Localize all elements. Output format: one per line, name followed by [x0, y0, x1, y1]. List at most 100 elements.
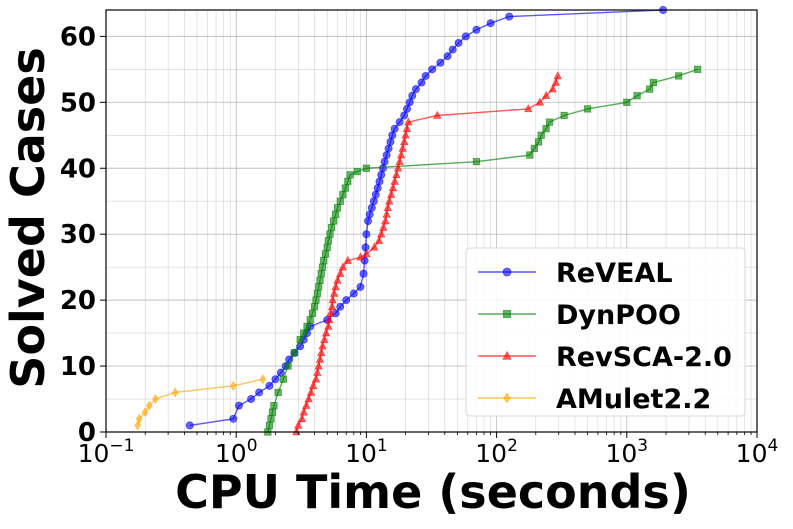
data-point [171, 387, 179, 398]
data-point [388, 131, 397, 140]
data-point [318, 341, 327, 350]
data-point [324, 321, 333, 330]
data-point [486, 19, 495, 28]
data-point [279, 375, 287, 383]
data-point [336, 302, 345, 311]
data-point [381, 216, 390, 225]
data-point [402, 123, 412, 132]
data-point [382, 151, 391, 160]
data-point [341, 184, 350, 192]
data-point [316, 348, 326, 357]
data-point [343, 255, 353, 264]
data-point [551, 77, 561, 86]
data-point [560, 111, 568, 120]
data-point [327, 301, 337, 310]
data-point [583, 105, 592, 113]
legend-label: AMulet2.2 [556, 384, 711, 415]
data-point [399, 137, 409, 146]
data-point [362, 249, 371, 258]
data-point [342, 296, 351, 305]
x-tick-label: 101 [345, 436, 388, 468]
data-point [234, 401, 243, 410]
data-point [308, 309, 317, 317]
data-point [297, 413, 307, 423]
x-tick-label: 103 [605, 436, 648, 468]
data-point [303, 322, 311, 331]
data-point [362, 230, 371, 239]
data-point [329, 217, 338, 225]
data-point [395, 118, 404, 127]
data-point [417, 78, 426, 87]
data-point [408, 91, 417, 100]
data-point [318, 263, 327, 271]
data-point [310, 303, 319, 311]
data-point [271, 375, 280, 384]
data-point [534, 138, 543, 146]
legend: ReVEAL DynPOO RevSCA-2.0 AMulet2.2 [465, 247, 746, 417]
data-point [327, 223, 336, 232]
data-point [454, 38, 463, 47]
data-point [152, 393, 159, 405]
data-point [390, 176, 399, 185]
data-point [361, 243, 370, 252]
data-point [359, 269, 368, 278]
data-point [326, 308, 335, 317]
data-point [296, 336, 304, 344]
x-axis-title: CPU Time (seconds) [175, 465, 691, 519]
data-point [349, 289, 358, 298]
data-point [383, 202, 393, 212]
data-point [353, 167, 361, 176]
data-point [537, 131, 545, 139]
data-point [395, 156, 404, 165]
data-point [405, 98, 414, 107]
data-point [274, 388, 282, 397]
data-point [301, 400, 311, 409]
data-point [294, 420, 303, 429]
data-point [356, 282, 365, 291]
data-point [267, 415, 275, 423]
data-point [398, 143, 407, 152]
legend-label: RevSCA-2.0 [556, 342, 732, 373]
data-point [306, 387, 316, 396]
data-point [523, 104, 533, 113]
data-point [401, 130, 410, 139]
data-point [317, 270, 325, 278]
data-point [314, 361, 323, 370]
data-point [321, 328, 331, 337]
data-point [411, 85, 420, 94]
data-point [329, 288, 339, 297]
data-point [674, 72, 683, 80]
data-point [344, 177, 352, 186]
data-point [265, 381, 274, 390]
legend-entry: DynPOO [478, 300, 681, 331]
data-point [336, 197, 344, 205]
data-point [316, 276, 324, 284]
data-point [290, 349, 299, 357]
data-point [545, 118, 554, 126]
data-point [428, 65, 437, 74]
data-point [373, 184, 382, 193]
y-tick-label: 60 [60, 22, 96, 52]
data-point [300, 329, 308, 337]
data-point [364, 216, 373, 225]
data-point [315, 283, 323, 291]
data-point [542, 125, 550, 133]
data-point [432, 110, 442, 119]
data-point [268, 408, 277, 416]
series-revsca-2-0 [292, 71, 563, 436]
data-point [336, 268, 345, 278]
data-point [378, 164, 387, 173]
data-point [320, 334, 329, 343]
data-point [276, 368, 285, 377]
legend-entry: RevSCA-2.0 [478, 342, 732, 373]
data-point [380, 157, 389, 166]
data-point [135, 413, 143, 424]
data-point [379, 222, 388, 231]
data-point [396, 150, 406, 159]
data-point [304, 394, 313, 403]
data-point [530, 144, 539, 153]
data-point [324, 237, 332, 245]
data-point [325, 315, 334, 324]
data-point [338, 262, 348, 271]
